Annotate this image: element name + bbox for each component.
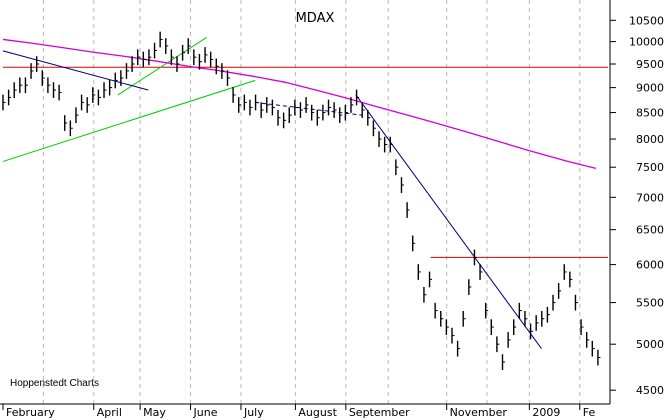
trend-line-0 — [2, 79, 256, 162]
x-tick-label-6: September — [349, 406, 410, 419]
x-tick-label-0: February — [6, 406, 55, 419]
x-tick-label-1: April — [97, 406, 122, 419]
x-tick-label-8: 2009 — [532, 406, 560, 419]
y-tick-label-7000: 7000 — [636, 191, 664, 204]
y-tick-label-6500: 6500 — [636, 224, 664, 237]
x-tick-label-4: July — [243, 406, 264, 419]
trend-line-3 — [355, 94, 542, 349]
chart-title: MDAX — [296, 11, 335, 26]
y-tick-label-10500: 10500 — [629, 14, 664, 27]
y-tick-label-9000: 9000 — [636, 82, 664, 95]
y-tick-label-5000: 5000 — [636, 338, 664, 351]
trend-line-2 — [2, 50, 149, 91]
trend-line-1 — [117, 36, 207, 96]
y-axis-labels: 4500 5000 5500 6000 6500 7000 7500 8000 8500 9000… — [629, 14, 664, 397]
x-tick-label-9: Fe — [583, 406, 596, 419]
moving-average-line — [2, 38, 597, 169]
x-tick-label-7: November — [450, 406, 508, 419]
y-tick-label-7500: 7500 — [636, 161, 664, 174]
x-axis-labels: February April May June July August September N… — [6, 406, 595, 419]
x-tick-label-3: June — [193, 406, 218, 419]
plot-area — [2, 31, 608, 370]
y-tick-label-9500: 9500 — [636, 58, 664, 71]
y-tick-label-4500: 4500 — [636, 384, 664, 397]
grid — [42, 0, 581, 404]
y-tick-label-8000: 8000 — [636, 133, 664, 146]
y-tick-label-8500: 8500 — [636, 107, 664, 120]
x-tick-label-2: May — [143, 406, 166, 419]
axis-ticks — [2, 19, 616, 410]
y-tick-label-5500: 5500 — [636, 297, 664, 310]
x-tick-label-5: August — [298, 406, 337, 419]
source-label: Hoppenstedt Charts — [10, 378, 99, 389]
y-tick-label-10000: 10000 — [629, 36, 664, 49]
y-tick-label-6000: 6000 — [636, 259, 664, 272]
